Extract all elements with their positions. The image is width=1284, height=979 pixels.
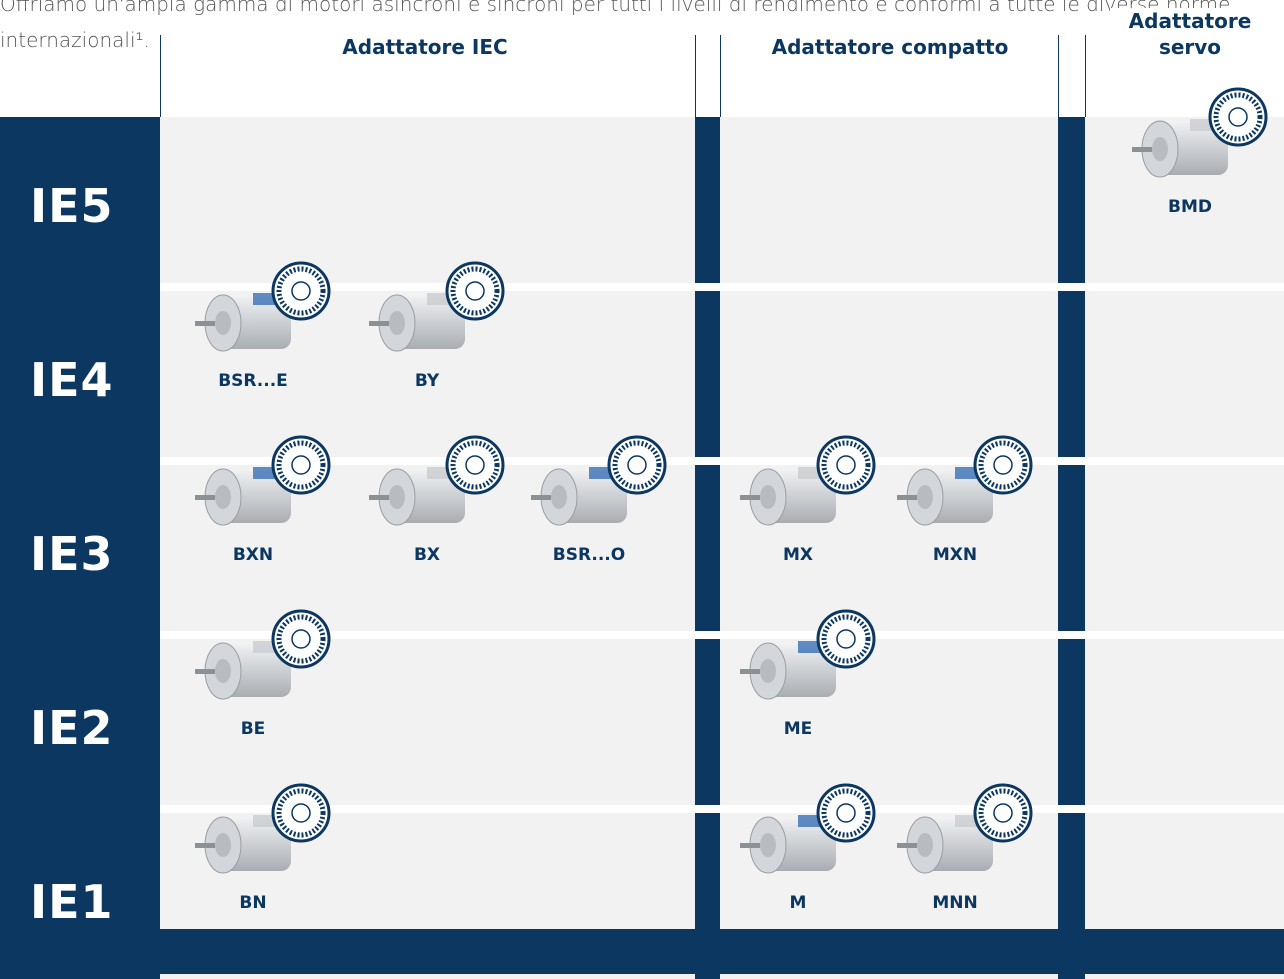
product-label: BMD <box>1130 197 1250 217</box>
row-label: IE3 <box>30 527 114 581</box>
footer-band <box>0 929 1284 974</box>
product-label: BN <box>193 893 313 913</box>
motor-image <box>895 435 1035 547</box>
motor-image <box>529 435 669 547</box>
separator <box>695 117 720 283</box>
motor-image <box>895 783 1035 895</box>
motor-image <box>367 435 507 547</box>
motor-image <box>367 261 507 373</box>
row-label: IE4 <box>30 353 114 407</box>
row-label: IE1 <box>30 875 114 929</box>
separator <box>1058 291 1085 457</box>
column-line <box>1058 35 1059 117</box>
product-label: BSR...O <box>529 545 649 565</box>
row-label: IE2 <box>30 701 114 755</box>
column-header: Adattatore compatto <box>725 34 1055 60</box>
motor-image <box>193 609 333 721</box>
row-cell-bg <box>1085 639 1284 805</box>
column-line <box>1085 35 1086 117</box>
page: Offriamo un'ampia gamma di motori asincr… <box>0 0 1284 974</box>
product-label: M <box>738 893 858 913</box>
product-label: BXN <box>193 545 313 565</box>
column-header: Adattatore IEC <box>170 34 680 60</box>
row-cell-bg <box>160 117 695 283</box>
product-label: BSR...E <box>193 371 313 391</box>
motor-image <box>193 783 333 895</box>
motor-image <box>193 435 333 547</box>
product-label: MX <box>738 545 858 565</box>
product-label: BY <box>367 371 487 391</box>
product-label: BE <box>193 719 313 739</box>
column-line <box>695 35 696 117</box>
row-cell-bg <box>720 291 1058 457</box>
product-label: BX <box>367 545 487 565</box>
row-label: IE5 <box>30 179 114 233</box>
row-cell-bg <box>720 117 1058 283</box>
product-label: MNN <box>895 893 1015 913</box>
separator <box>695 639 720 805</box>
separator <box>1058 639 1085 805</box>
column-line <box>720 35 721 117</box>
motor-image <box>1130 87 1270 199</box>
separator <box>1058 117 1085 283</box>
motor-image <box>738 783 878 895</box>
separator <box>695 291 720 457</box>
separator <box>1058 465 1085 631</box>
row-cell-bg <box>1085 291 1284 457</box>
product-label: ME <box>738 719 858 739</box>
motor-image <box>738 435 878 547</box>
column-header: Adattatore servo <box>1110 8 1270 60</box>
product-label: MXN <box>895 545 1015 565</box>
motor-image <box>193 261 333 373</box>
motor-image <box>738 609 878 721</box>
row-cell-bg <box>1085 465 1284 631</box>
column-line <box>160 35 161 117</box>
separator <box>695 465 720 631</box>
